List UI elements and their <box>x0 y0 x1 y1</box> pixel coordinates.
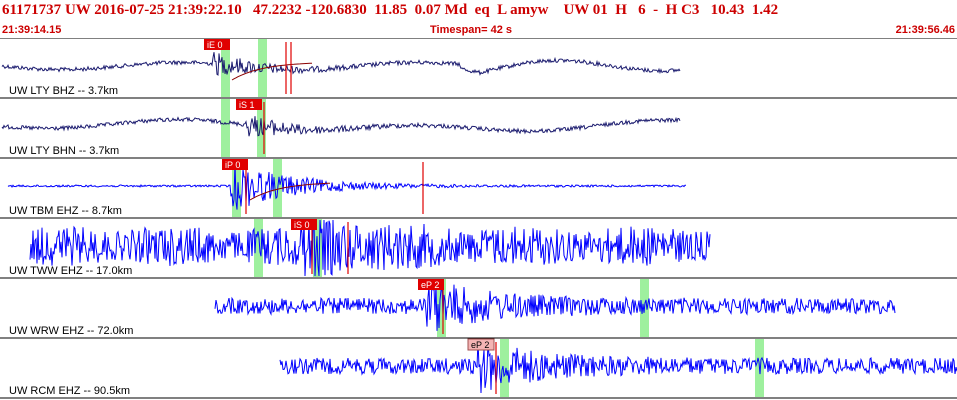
network-code: UW <box>64 2 91 18</box>
channel-panel[interactable]: iP 0 UW TBM EHZ -- 8.7km <box>0 159 957 219</box>
phase-pick-flag[interactable] <box>291 219 317 230</box>
coda-decay-curve <box>249 182 330 201</box>
magnitude: 0.07 <box>414 2 441 18</box>
origin-datetime: 2016-07-25 21:39:22.10 <box>94 2 242 18</box>
coda-decay-curve <box>231 62 312 81</box>
phase-window-marker <box>500 339 509 397</box>
event-type: eq <box>474 2 490 18</box>
channel-panel[interactable]: iS 0 UW TWW EHZ -- 17.0km <box>0 219 957 279</box>
phase-pick-flag[interactable] <box>418 279 444 290</box>
phase-pick-label: iE 0 <box>207 40 223 50</box>
origin-network: UW <box>563 2 589 18</box>
phase-window-marker <box>254 219 263 277</box>
analyst-name: amyw <box>510 2 549 18</box>
event-summary-line: 61171737 UW 2016-07-25 21:39:22.10 47.22… <box>2 2 957 24</box>
phase-window-marker <box>437 279 446 337</box>
phase-window-marker <box>221 39 230 97</box>
channel-label: UW LTY BHZ -- 3.7km <box>9 85 118 97</box>
type-flag: L <box>497 2 507 18</box>
depth: 11.85 <box>374 2 408 18</box>
waveform-trace <box>1 52 681 76</box>
event-header: 61171737 UW 2016-07-25 21:39:22.10 47.22… <box>0 0 957 40</box>
quality-code: H <box>615 2 627 18</box>
channel-label: UW LTY BHN -- 3.7km <box>9 145 119 157</box>
version-number: 01 <box>592 2 608 18</box>
time-range-bar: 21:39:14.15 Timespan= 42 s 21:39:56.46 <box>0 24 957 38</box>
phase-pick-flag[interactable] <box>222 159 248 170</box>
phase-pick-label: iS 1 <box>239 100 255 110</box>
phase-pick-label: eP 2 <box>421 280 439 290</box>
channel-panel[interactable]: iE 0 UW LTY BHZ -- 3.7km <box>0 38 957 99</box>
phase-pick-flag[interactable] <box>236 99 262 110</box>
channel-panel[interactable]: eP 2 UW RCM EHZ -- 90.5km <box>0 338 957 399</box>
latitude: 47.2232 <box>252 2 302 18</box>
longitude: -120.6830 <box>305 2 367 18</box>
channel-panel[interactable]: eP 2 UW WRW EHZ -- 72.0km <box>0 279 957 339</box>
magnitude-type: Md <box>444 2 468 18</box>
phase-pick-flag[interactable] <box>204 39 230 50</box>
channel-label: UW RCM EHZ -- 90.5km <box>9 385 130 397</box>
phase-pick-label: iP 0 <box>225 160 240 170</box>
value-a: 10.43 <box>710 2 745 18</box>
dash-separator: - <box>653 2 659 18</box>
phase-pick-label: iS 0 <box>294 220 310 230</box>
event-id: 61171737 <box>2 2 62 18</box>
phase-pick-label: eP 2 <box>471 340 489 350</box>
waveform-trace <box>1 116 681 137</box>
channel-label: UW TWW EHZ -- 17.0km <box>9 265 132 277</box>
waveform-trace <box>29 219 711 277</box>
waveform-trace <box>279 339 957 394</box>
phase-window-marker <box>232 159 241 217</box>
channel-label: UW TBM EHZ -- 8.7km <box>9 205 122 217</box>
channel-panel[interactable]: iS 1 UW LTY BHN -- 3.7km <box>0 99 957 159</box>
seismogram-panel[interactable]: iE 0 UW LTY BHZ -- 3.7km iS 1 UW LTY BHN --… <box>0 38 957 400</box>
review-code: H C3 <box>665 2 700 18</box>
waveform-trace <box>7 161 686 210</box>
waveform-trace <box>214 280 896 331</box>
phase-count: 6 <box>638 2 646 18</box>
timespan-label: Timespan= 42 s <box>430 24 513 36</box>
value-b: 1.42 <box>751 2 779 18</box>
phase-pick-flag[interactable] <box>467 338 495 351</box>
start-time: 21:39:14.15 <box>2 24 62 36</box>
end-time: 21:39:56.46 <box>895 24 955 36</box>
channel-label: UW WRW EHZ -- 72.0km <box>9 325 133 337</box>
phase-window-marker <box>221 99 230 157</box>
